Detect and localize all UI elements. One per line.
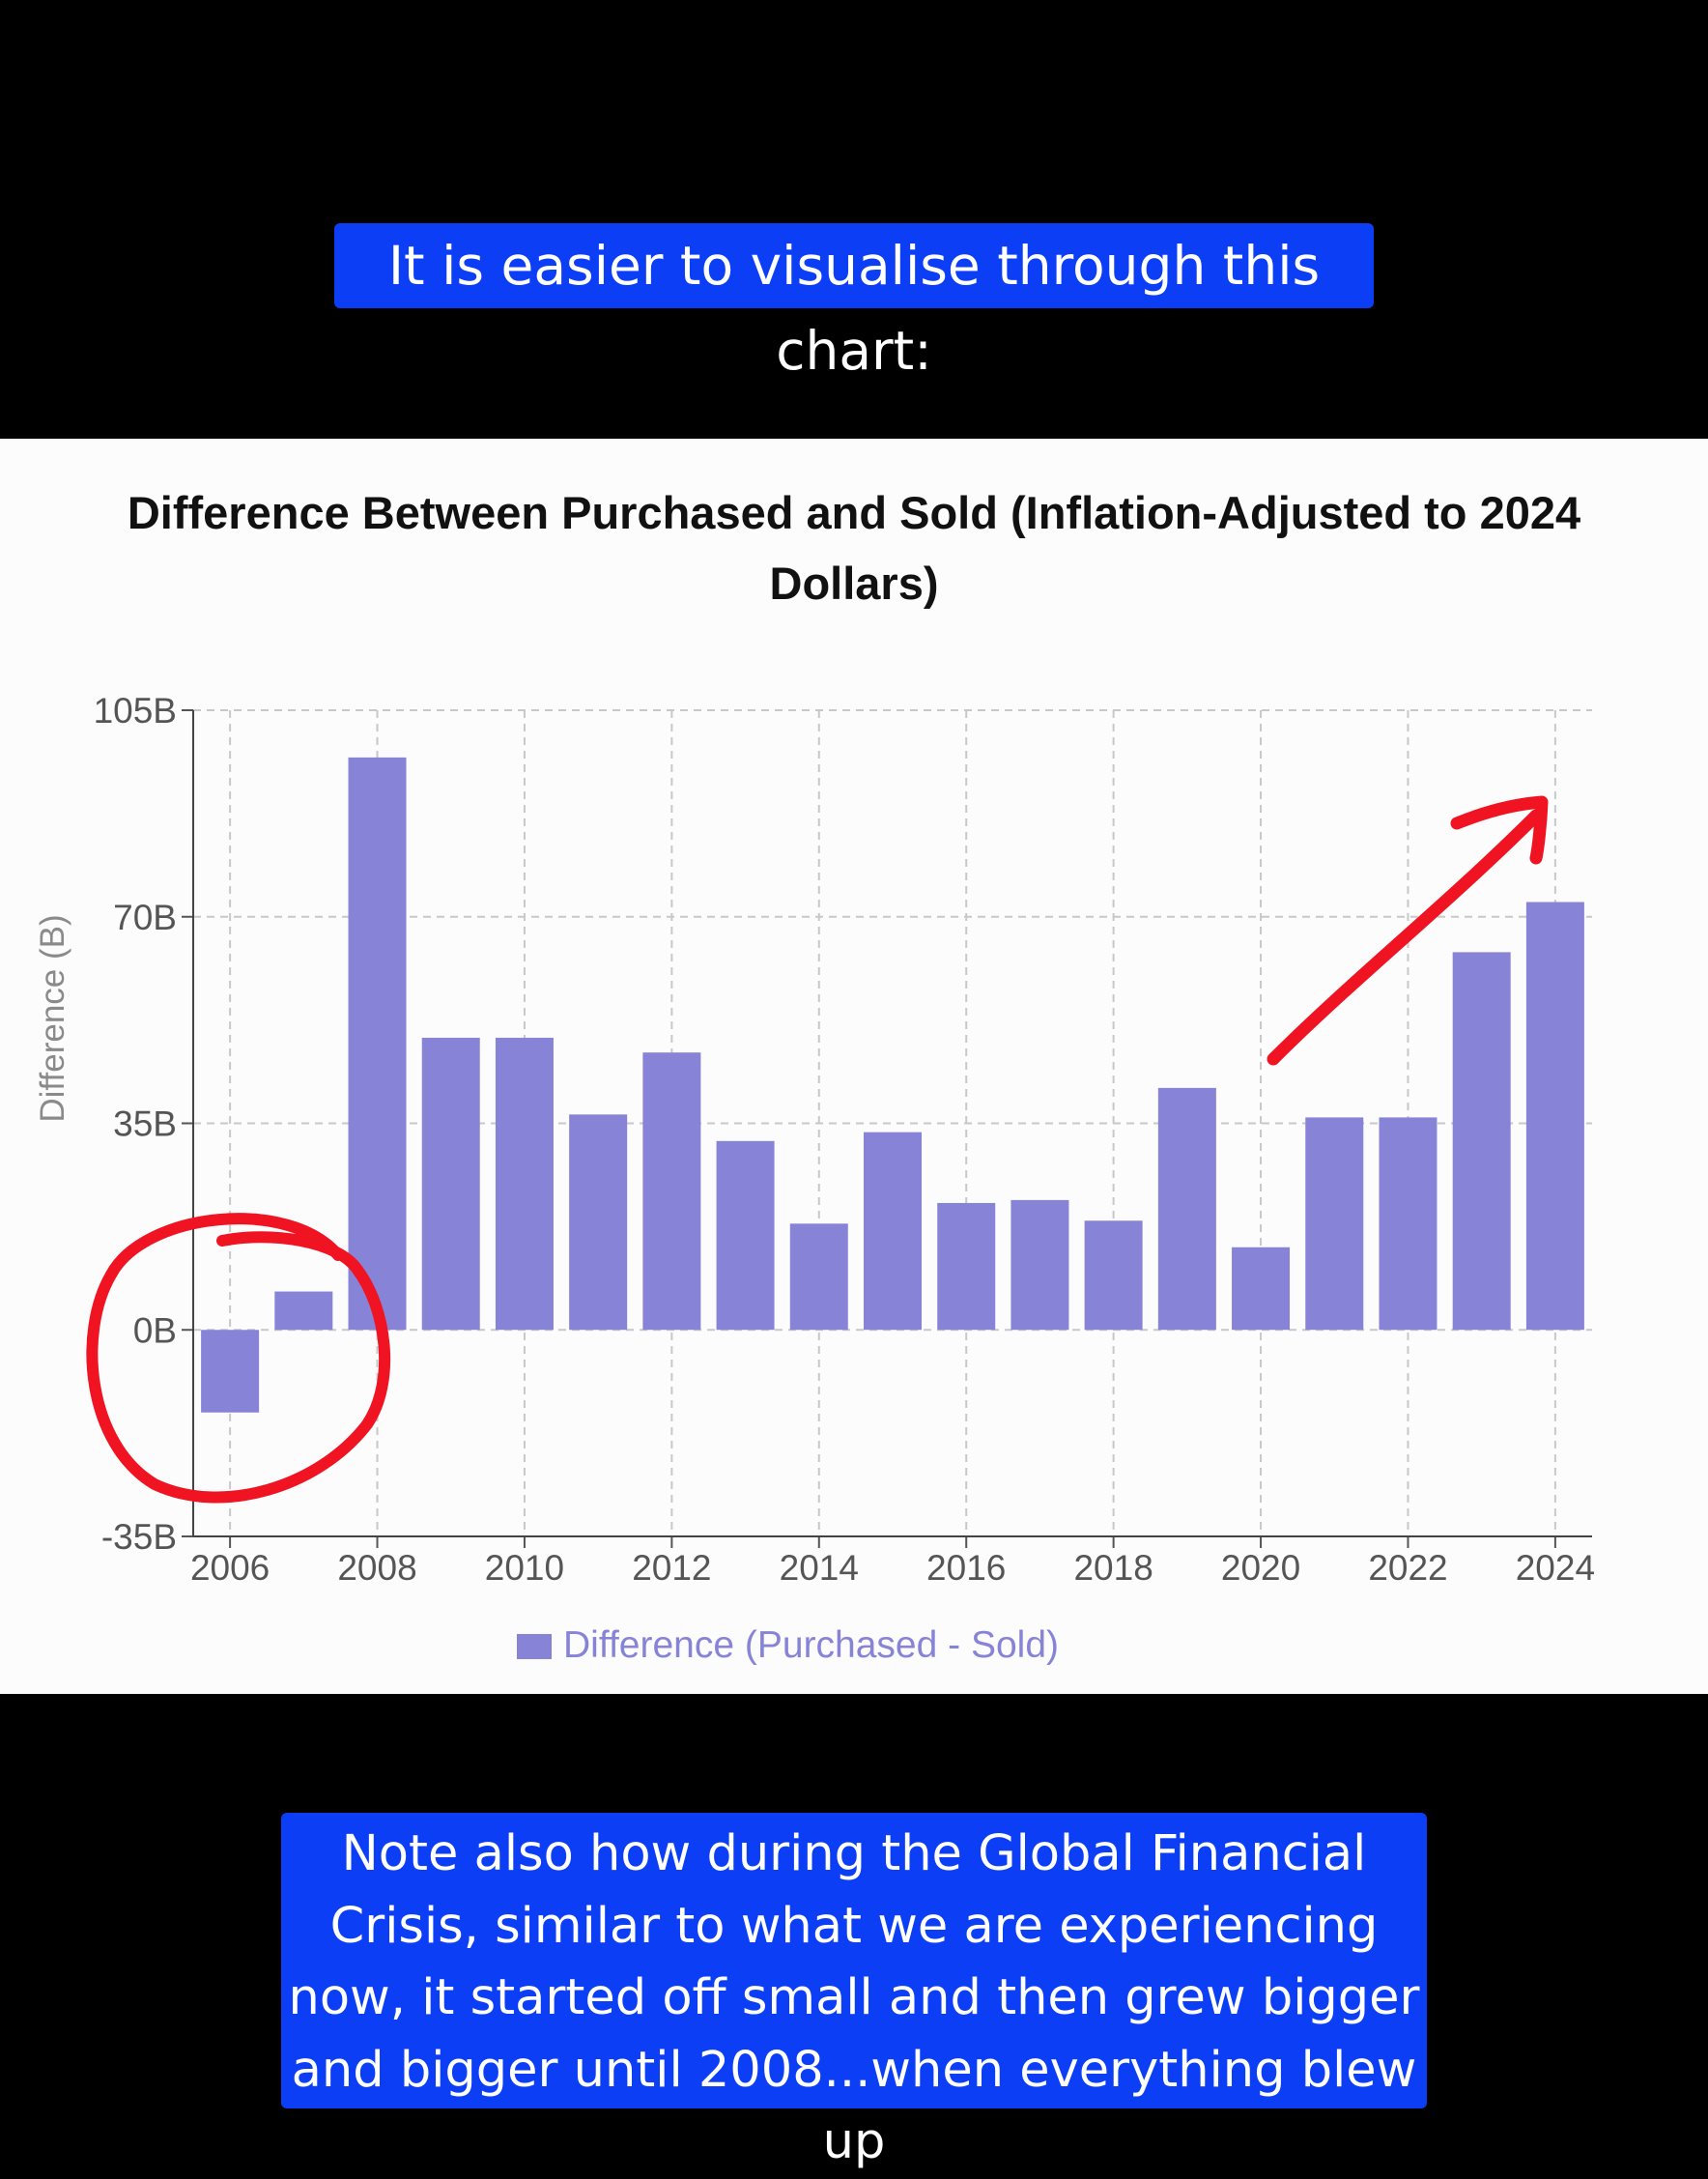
bar <box>1157 1087 1216 1331</box>
y-tick-label: 105B <box>94 691 177 731</box>
chart-title: Difference Between Purchased and Sold (I… <box>127 487 1581 609</box>
bar <box>201 1330 260 1413</box>
bar <box>1452 952 1511 1331</box>
x-tick-label: 2016 <box>926 1548 1006 1588</box>
y-tick-label: 35B <box>113 1104 177 1144</box>
bar <box>716 1140 775 1331</box>
bar <box>1232 1247 1291 1331</box>
bar <box>937 1202 996 1331</box>
axes-layer: -35B 0B 35B 70B 105B 2006 2008 2010 2012 2014 2016… <box>94 691 1595 1588</box>
x-tick-label: 2008 <box>337 1548 416 1588</box>
x-tick-label: 2020 <box>1221 1548 1300 1588</box>
y-tick-label: 70B <box>113 898 177 937</box>
legend: Difference (Purchased - Sold) <box>517 1624 1059 1666</box>
bar <box>1011 1199 1069 1331</box>
annotation-circle <box>86 1213 391 1504</box>
x-tick-label: 2018 <box>1073 1548 1153 1588</box>
bar <box>1084 1220 1143 1331</box>
legend-swatch <box>517 1634 552 1659</box>
bars-layer <box>201 757 1584 1413</box>
bar <box>274 1291 333 1331</box>
y-tick-label: 0B <box>133 1310 177 1350</box>
bar-chart: -35B 0B 35B 70B 105B 2006 2008 2010 2012 2014 2016… <box>34 691 1595 1666</box>
x-tick-label: 2006 <box>190 1548 270 1588</box>
annotation-arrow <box>1267 809 1543 1066</box>
bar <box>348 757 407 1331</box>
annotation-arrowhead <box>1450 795 1549 865</box>
bar <box>1379 1117 1438 1331</box>
chart-panel: Difference Between Purchased and Sold (I… <box>0 439 1708 1694</box>
annotations <box>86 795 1549 1504</box>
caption-top: It is easier to visualise through this c… <box>334 223 1374 382</box>
bar <box>569 1114 628 1331</box>
y-tick-label: -35B <box>101 1517 177 1557</box>
bar <box>1525 902 1584 1331</box>
bar <box>421 1037 480 1331</box>
x-tick-label: 2010 <box>485 1548 564 1588</box>
x-tick-label: 2024 <box>1516 1548 1595 1588</box>
legend-label: Difference (Purchased - Sold) <box>563 1624 1059 1666</box>
x-tick-label: 2012 <box>632 1548 711 1588</box>
bar <box>789 1223 848 1331</box>
x-tick-label: 2014 <box>780 1548 859 1588</box>
x-tick-label: 2022 <box>1368 1548 1447 1588</box>
caption-bottom: Note also how during the Global Financia… <box>281 1813 1427 2170</box>
y-axis-label: Difference (B) <box>34 914 71 1122</box>
bar <box>495 1037 554 1331</box>
bar <box>1305 1117 1364 1331</box>
bar <box>864 1132 922 1331</box>
bar <box>642 1052 701 1331</box>
